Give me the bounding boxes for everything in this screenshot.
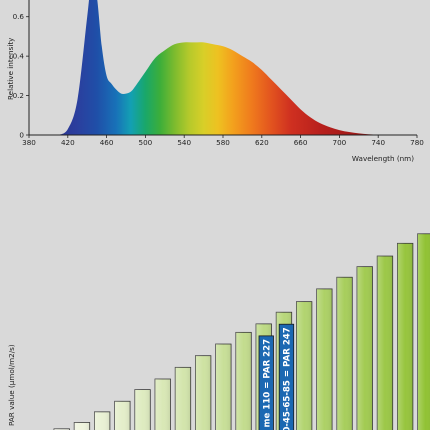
x-tick-label: 460	[100, 138, 114, 147]
spectrum-area	[58, 0, 417, 135]
par-bar-shading	[195, 355, 211, 430]
par-bar-shading	[74, 422, 90, 430]
par-bar-shading	[417, 233, 430, 430]
par-bar-shading	[235, 332, 252, 430]
spectrum-chart: 380 420 460 500 540 580 620 660 700 740 780 0 0.2 0.4…	[6, 0, 424, 163]
y-tick-label: 0.2	[13, 91, 24, 100]
x-tick-label: 660	[294, 138, 308, 147]
x-axis-label: Wavelength (nm)	[352, 154, 414, 163]
x-tick-label: 380	[22, 138, 36, 147]
par-bar-shading	[94, 411, 110, 430]
par-bar-shading	[397, 243, 413, 430]
highlight-bar	[258, 335, 274, 430]
y-axis-label: Relative intensity	[6, 37, 15, 100]
par-bar-shading	[336, 277, 353, 430]
par-bar-shading	[377, 256, 393, 430]
par-bar-shading	[54, 428, 70, 430]
x-tick-label: 420	[61, 138, 75, 147]
par-bar-shading	[357, 266, 373, 430]
x-tick-label: 740	[371, 138, 385, 147]
x-tick-label: 620	[255, 138, 269, 147]
par-bar-shading	[215, 344, 232, 430]
x-tick-label: 780	[410, 138, 424, 147]
par-bar-shading	[296, 301, 312, 430]
x-tick-label: 500	[139, 138, 153, 147]
par-bar-shading	[175, 367, 191, 430]
x-tick-label: 540	[177, 138, 191, 147]
highlight-bar-label: 30-45-65-85 = PAR 247	[282, 327, 292, 430]
y-tick-label: 0.6	[13, 12, 25, 21]
highlight-bar-label: me 110 = PAR 227	[262, 339, 272, 428]
par-bar-shading	[134, 389, 151, 430]
par-bar-shading	[316, 288, 333, 430]
par-y-axis-label: PAR value (μmol/m2/s)	[7, 344, 16, 426]
x-tick-label: 580	[216, 138, 230, 147]
highlight-bar	[278, 323, 295, 430]
par-bar-shading	[114, 401, 131, 430]
par-bar-shading	[155, 379, 171, 430]
y-tick-label: 0	[19, 131, 24, 140]
x-tick-label: 700	[333, 138, 347, 147]
y-tick-label: 0.4	[13, 52, 25, 61]
